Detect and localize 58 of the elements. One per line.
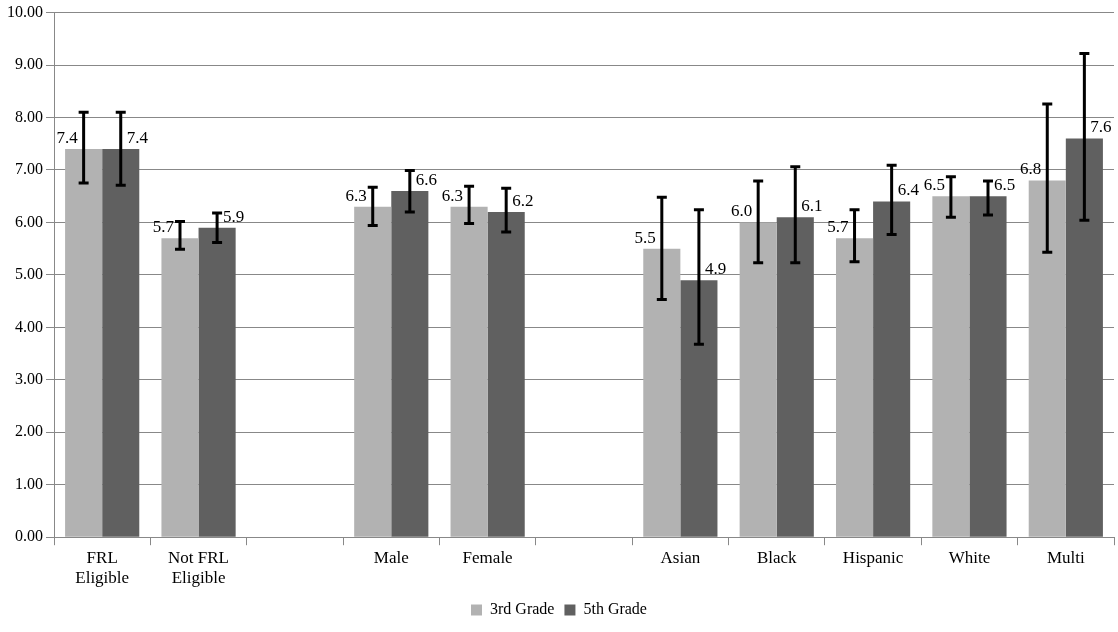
bar	[680, 280, 718, 537]
legend-label: 3rd Grade	[490, 600, 555, 618]
data-label: 6.6	[415, 169, 438, 189]
y-tick-label: 9.00	[15, 55, 43, 73]
legend-label: 5th Grade	[583, 600, 647, 618]
bar	[65, 149, 103, 537]
x-tick-label: Not FRL Eligible	[168, 547, 230, 588]
bar	[932, 196, 970, 537]
y-tick-label: 1.00	[15, 474, 43, 492]
bar	[969, 196, 1007, 537]
data-label: 6.2	[512, 190, 534, 210]
x-tick-label: Male	[373, 547, 409, 567]
bar	[487, 211, 525, 537]
x-tick-label: Hispanic	[842, 547, 904, 567]
y-tick-label: 3.00	[15, 370, 43, 388]
bar	[776, 217, 814, 537]
bar	[161, 238, 199, 537]
data-label: 6.5	[994, 175, 1016, 195]
bar	[835, 238, 874, 537]
bar	[643, 248, 681, 537]
y-tick-label: 5.00	[15, 265, 43, 283]
y-tick-label: 2.00	[15, 422, 43, 440]
data-label: 6.5	[923, 175, 945, 195]
bar	[739, 222, 777, 537]
data-label: 6.1	[801, 196, 823, 216]
data-label: 7.4	[56, 127, 79, 147]
bar	[873, 201, 911, 537]
data-label: 5.9	[223, 206, 245, 226]
data-label: 7.6	[1090, 117, 1112, 137]
data-label: 5.7	[152, 217, 175, 237]
x-tick-label: Black	[756, 547, 798, 567]
data-label: 7.4	[126, 127, 149, 147]
y-tick-label: 10.00	[7, 2, 43, 20]
data-label: 6.4	[897, 180, 920, 200]
bar	[1028, 180, 1066, 537]
y-tick-label: 4.00	[15, 317, 43, 335]
y-tick-label: 6.00	[15, 212, 43, 230]
bar	[1065, 138, 1103, 537]
data-label: 4.9	[704, 259, 727, 279]
x-tick-label: Multi	[1046, 547, 1085, 567]
data-label: 6.0	[730, 201, 753, 221]
x-tick-label: White	[948, 547, 991, 567]
bar	[450, 206, 488, 537]
y-tick-label: 7.00	[15, 160, 43, 178]
data-label: 5.7	[827, 217, 850, 237]
bar	[198, 227, 236, 537]
data-label: 6.8	[1020, 159, 1042, 179]
data-label: 6.3	[441, 185, 464, 205]
bar	[354, 206, 392, 537]
bar	[102, 149, 140, 537]
x-tick-label: Female	[462, 547, 513, 567]
bar	[391, 190, 429, 537]
y-tick-label: 8.00	[15, 107, 43, 125]
x-tick-label: Asian	[660, 547, 701, 567]
x-tick-label: FRL Eligible	[75, 547, 130, 588]
data-label: 5.5	[634, 227, 656, 247]
data-label: 6.3	[345, 185, 367, 205]
y-tick-label: 0.00	[15, 527, 43, 545]
